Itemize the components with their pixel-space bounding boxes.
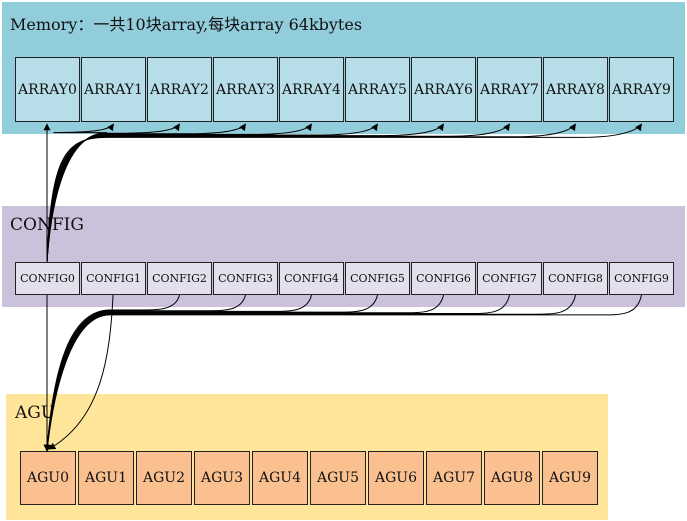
connector-config0-array5 (46, 123, 378, 263)
agu-box: AGU6 (368, 451, 424, 505)
connector-config2-agu0 (43, 294, 180, 452)
agu-box: AGU2 (136, 451, 192, 505)
config-box: CONFIG4 (279, 262, 344, 295)
config-box: CONFIG5 (345, 262, 410, 295)
connector-config8-agu0 (44, 294, 576, 452)
connector-config6-agu0 (44, 294, 444, 452)
agu-row: AGU0 AGU1 AGU2 AGU3 AGU4 AGU5 AGU6 AGU7 … (20, 451, 598, 505)
config-box: CONFIG9 (609, 262, 674, 295)
config-box: CONFIG0 (15, 262, 80, 295)
config-box: CONFIG7 (477, 262, 542, 295)
connector-config7-agu0 (44, 294, 510, 452)
array-box: ARRAY6 (411, 57, 476, 122)
connector-config0-array8 (46, 123, 576, 263)
connector-config9-agu0 (44, 294, 642, 452)
array-box: ARRAY5 (345, 57, 410, 122)
array-row: ARRAY0 ARRAY1 ARRAY2 ARRAY3 ARRAY4 ARRAY… (15, 57, 674, 122)
connector-config0-array9 (46, 123, 642, 263)
array-box: ARRAY9 (609, 57, 674, 122)
array-box: ARRAY1 (81, 57, 146, 122)
config-box: CONFIG2 (147, 262, 212, 295)
array-box: ARRAY4 (279, 57, 344, 122)
agu-title: AGU (15, 403, 56, 423)
connector-config1-agu0 (48, 294, 114, 450)
agu-box: AGU4 (252, 451, 308, 505)
memory-title: Memory：一共10块array,每块array 64kbytes (10, 15, 363, 34)
connector-config3-agu0 (43, 294, 246, 452)
config-box: CONFIG1 (81, 262, 146, 295)
agu-box: AGU5 (310, 451, 366, 505)
array-box: ARRAY8 (543, 57, 608, 122)
config-box: CONFIG8 (543, 262, 608, 295)
config-box: CONFIG6 (411, 262, 476, 295)
array-box: ARRAY7 (477, 57, 542, 122)
connector-config0-array2 (46, 123, 180, 263)
connector-config0-array6 (46, 123, 444, 263)
array-box: ARRAY2 (147, 57, 212, 122)
agu-box: AGU8 (484, 451, 540, 505)
agu-box: AGU3 (194, 451, 250, 505)
agu-box: AGU1 (78, 451, 134, 505)
agu-box: AGU9 (542, 451, 598, 505)
config-row: CONFIG0 CONFIG1 CONFIG2 CONFIG3 CONFIG4 … (15, 262, 674, 295)
agu-box: AGU7 (426, 451, 482, 505)
connector-config0-array4 (46, 123, 312, 263)
connector-config0-array7 (46, 123, 510, 263)
array-box: ARRAY3 (213, 57, 278, 122)
agu-box: AGU0 (20, 451, 76, 505)
config-box: CONFIG3 (213, 262, 278, 295)
array-box: ARRAY0 (15, 57, 80, 122)
